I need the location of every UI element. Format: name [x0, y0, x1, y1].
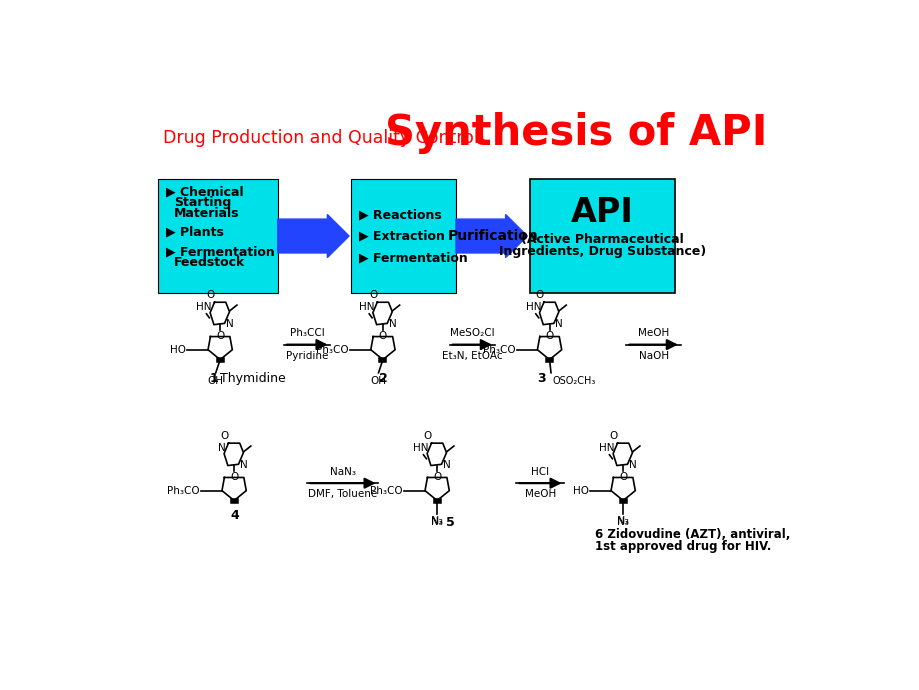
Text: Ph₃CCl: Ph₃CCl	[289, 328, 324, 338]
Text: HO: HO	[573, 486, 588, 495]
Text: Ph₃CO: Ph₃CO	[370, 486, 403, 495]
Text: OH: OH	[208, 376, 223, 386]
Text: ▶ Plants: ▶ Plants	[166, 225, 224, 238]
Text: ▶ Chemical: ▶ Chemical	[166, 185, 244, 198]
Text: NaN₃: NaN₃	[330, 467, 356, 477]
Text: Materials: Materials	[174, 207, 239, 220]
FancyArrow shape	[278, 215, 348, 257]
Text: NaOH: NaOH	[638, 351, 668, 361]
Text: O: O	[221, 431, 229, 441]
Text: N₃: N₃	[431, 517, 443, 526]
Text: Ph₃CO: Ph₃CO	[316, 345, 348, 355]
Text: O: O	[369, 290, 377, 300]
Text: Et₃N, EtOAc: Et₃N, EtOAc	[441, 351, 502, 361]
Text: (Active Pharmaceutical: (Active Pharmaceutical	[520, 233, 683, 246]
Text: API: API	[571, 196, 633, 229]
Text: 5: 5	[446, 516, 455, 529]
Bar	[351, 179, 456, 293]
Text: MeSO₂Cl: MeSO₂Cl	[449, 328, 494, 338]
Text: O: O	[608, 431, 617, 441]
Text: Ingredients, Drug Substance): Ingredients, Drug Substance)	[498, 244, 706, 257]
Text: HN: HN	[358, 302, 374, 312]
Text: N: N	[555, 319, 562, 329]
Text: ▶ Fermentation: ▶ Fermentation	[358, 251, 468, 264]
Text: O: O	[379, 331, 387, 341]
Text: N: N	[240, 460, 247, 470]
Text: O: O	[433, 472, 441, 482]
Text: O: O	[618, 472, 627, 482]
FancyArrow shape	[456, 215, 527, 257]
Text: 3: 3	[537, 373, 545, 386]
Bar	[157, 179, 278, 293]
Text: N: N	[226, 319, 233, 329]
Text: Feedstock: Feedstock	[174, 256, 244, 269]
Text: HN: HN	[598, 443, 614, 453]
Text: 6 Zidovudine (AZT), antiviral,: 6 Zidovudine (AZT), antiviral,	[595, 528, 790, 541]
Text: MeOH: MeOH	[524, 489, 555, 500]
Text: 1: 1	[210, 373, 218, 386]
Text: N: N	[443, 460, 450, 470]
Text: O: O	[545, 331, 553, 341]
Text: N₃: N₃	[617, 516, 630, 526]
Text: N: N	[218, 443, 225, 453]
Text: ▶ Fermentation: ▶ Fermentation	[166, 245, 275, 258]
Text: O: O	[216, 331, 224, 341]
Bar	[529, 179, 675, 293]
Text: ▶ Extraction: ▶ Extraction	[358, 230, 445, 243]
Text: DMF, Toluene: DMF, Toluene	[308, 489, 377, 500]
Text: Starting: Starting	[174, 196, 231, 209]
Text: MeOH: MeOH	[637, 328, 668, 338]
Text: N₃: N₃	[617, 517, 629, 526]
Text: 2: 2	[379, 373, 388, 386]
Text: N: N	[389, 319, 396, 329]
Text: N₃: N₃	[430, 516, 444, 526]
Text: Pyridine: Pyridine	[286, 351, 328, 361]
Text: HCl: HCl	[531, 467, 549, 477]
Text: O: O	[535, 290, 543, 300]
Text: Drug Production and Quality Control: Drug Production and Quality Control	[163, 129, 478, 147]
Text: Ph₃CO: Ph₃CO	[167, 486, 199, 495]
Text: Purification: Purification	[448, 229, 538, 243]
Text: HN: HN	[413, 443, 428, 453]
Text: O: O	[423, 431, 431, 441]
Text: HN: HN	[196, 302, 211, 312]
Text: N: N	[629, 460, 636, 470]
Text: Ph₃CO: Ph₃CO	[482, 345, 515, 355]
Text: Synthesis of API: Synthesis of API	[384, 112, 766, 154]
Text: 4: 4	[230, 509, 239, 522]
Text: HO: HO	[170, 345, 186, 355]
Text: ▶ Reactions: ▶ Reactions	[358, 208, 441, 221]
Text: O: O	[230, 472, 238, 482]
Text: OH: OH	[370, 376, 386, 386]
Text: OSO₂CH₃: OSO₂CH₃	[552, 376, 596, 386]
Text: O: O	[206, 290, 214, 300]
Text: HN: HN	[525, 302, 540, 312]
Text: Thymidine: Thymidine	[221, 373, 286, 386]
Text: 1st approved drug for HIV.: 1st approved drug for HIV.	[595, 540, 771, 553]
